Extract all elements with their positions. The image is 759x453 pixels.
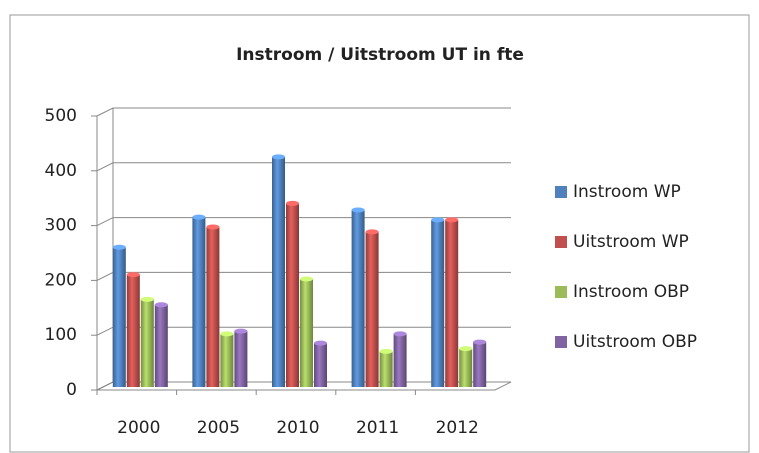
legend-swatch (555, 286, 567, 298)
bar (234, 331, 248, 387)
legend-swatch (555, 236, 567, 248)
legend-label: Uitstroom OBP (573, 332, 697, 352)
y-tick-label: 100 (45, 325, 77, 345)
y-tick-label: 500 (45, 106, 77, 126)
bar-top (154, 302, 168, 308)
bar-top (300, 276, 313, 282)
x-tick-label: 2005 (197, 418, 240, 438)
x-tick-label: 2000 (117, 418, 160, 438)
bar-top (365, 229, 379, 235)
grid-line (96, 162, 511, 172)
bar (206, 226, 220, 387)
grid-line (96, 107, 511, 117)
bar-top (314, 340, 327, 346)
bar (365, 231, 379, 387)
bar (393, 333, 407, 387)
bar-top (140, 296, 154, 302)
bar-top (234, 328, 248, 334)
grid-line (96, 217, 511, 227)
bar (126, 274, 140, 387)
bar-top (431, 217, 445, 223)
x-tick-label: 2011 (356, 418, 399, 438)
bar-top (351, 207, 365, 213)
y-tick-label: 200 (45, 270, 77, 290)
bar (431, 219, 445, 387)
bar (272, 156, 285, 387)
bar (473, 342, 487, 387)
bar (459, 348, 473, 387)
bar (445, 219, 459, 387)
bar-top (112, 244, 126, 250)
bar-top (473, 339, 487, 345)
bar (379, 351, 393, 387)
bar (220, 333, 234, 387)
y-tick-label: 300 (45, 216, 77, 236)
bar-top (379, 348, 393, 354)
bar (351, 209, 365, 387)
bar-top (459, 346, 473, 352)
legend-label: Uitstroom WP (573, 232, 689, 252)
bar-top (445, 217, 459, 223)
legend-swatch (555, 186, 567, 198)
bar-top (192, 214, 206, 220)
bar-top (393, 331, 407, 337)
legend-swatch (555, 336, 567, 348)
chart-title: Instroom / Uitstroom UT in fte (236, 45, 524, 65)
bar (112, 247, 126, 387)
legend-label: Instroom WP (573, 182, 681, 202)
bar-top (286, 200, 299, 206)
bar-top (220, 331, 234, 337)
bar-top (206, 224, 220, 230)
bar (140, 299, 154, 387)
bar-top (126, 272, 140, 278)
legend-label: Instroom OBP (573, 282, 689, 302)
x-tick-label: 2010 (276, 418, 319, 438)
bar (154, 304, 168, 387)
bar (286, 203, 299, 387)
bar (192, 217, 206, 387)
bar-top (272, 154, 285, 160)
y-tick-label: 400 (45, 161, 77, 181)
bar (314, 343, 327, 387)
bar (300, 279, 313, 387)
y-tick-label: 0 (66, 380, 77, 400)
x-tick-label: 2012 (436, 418, 479, 438)
